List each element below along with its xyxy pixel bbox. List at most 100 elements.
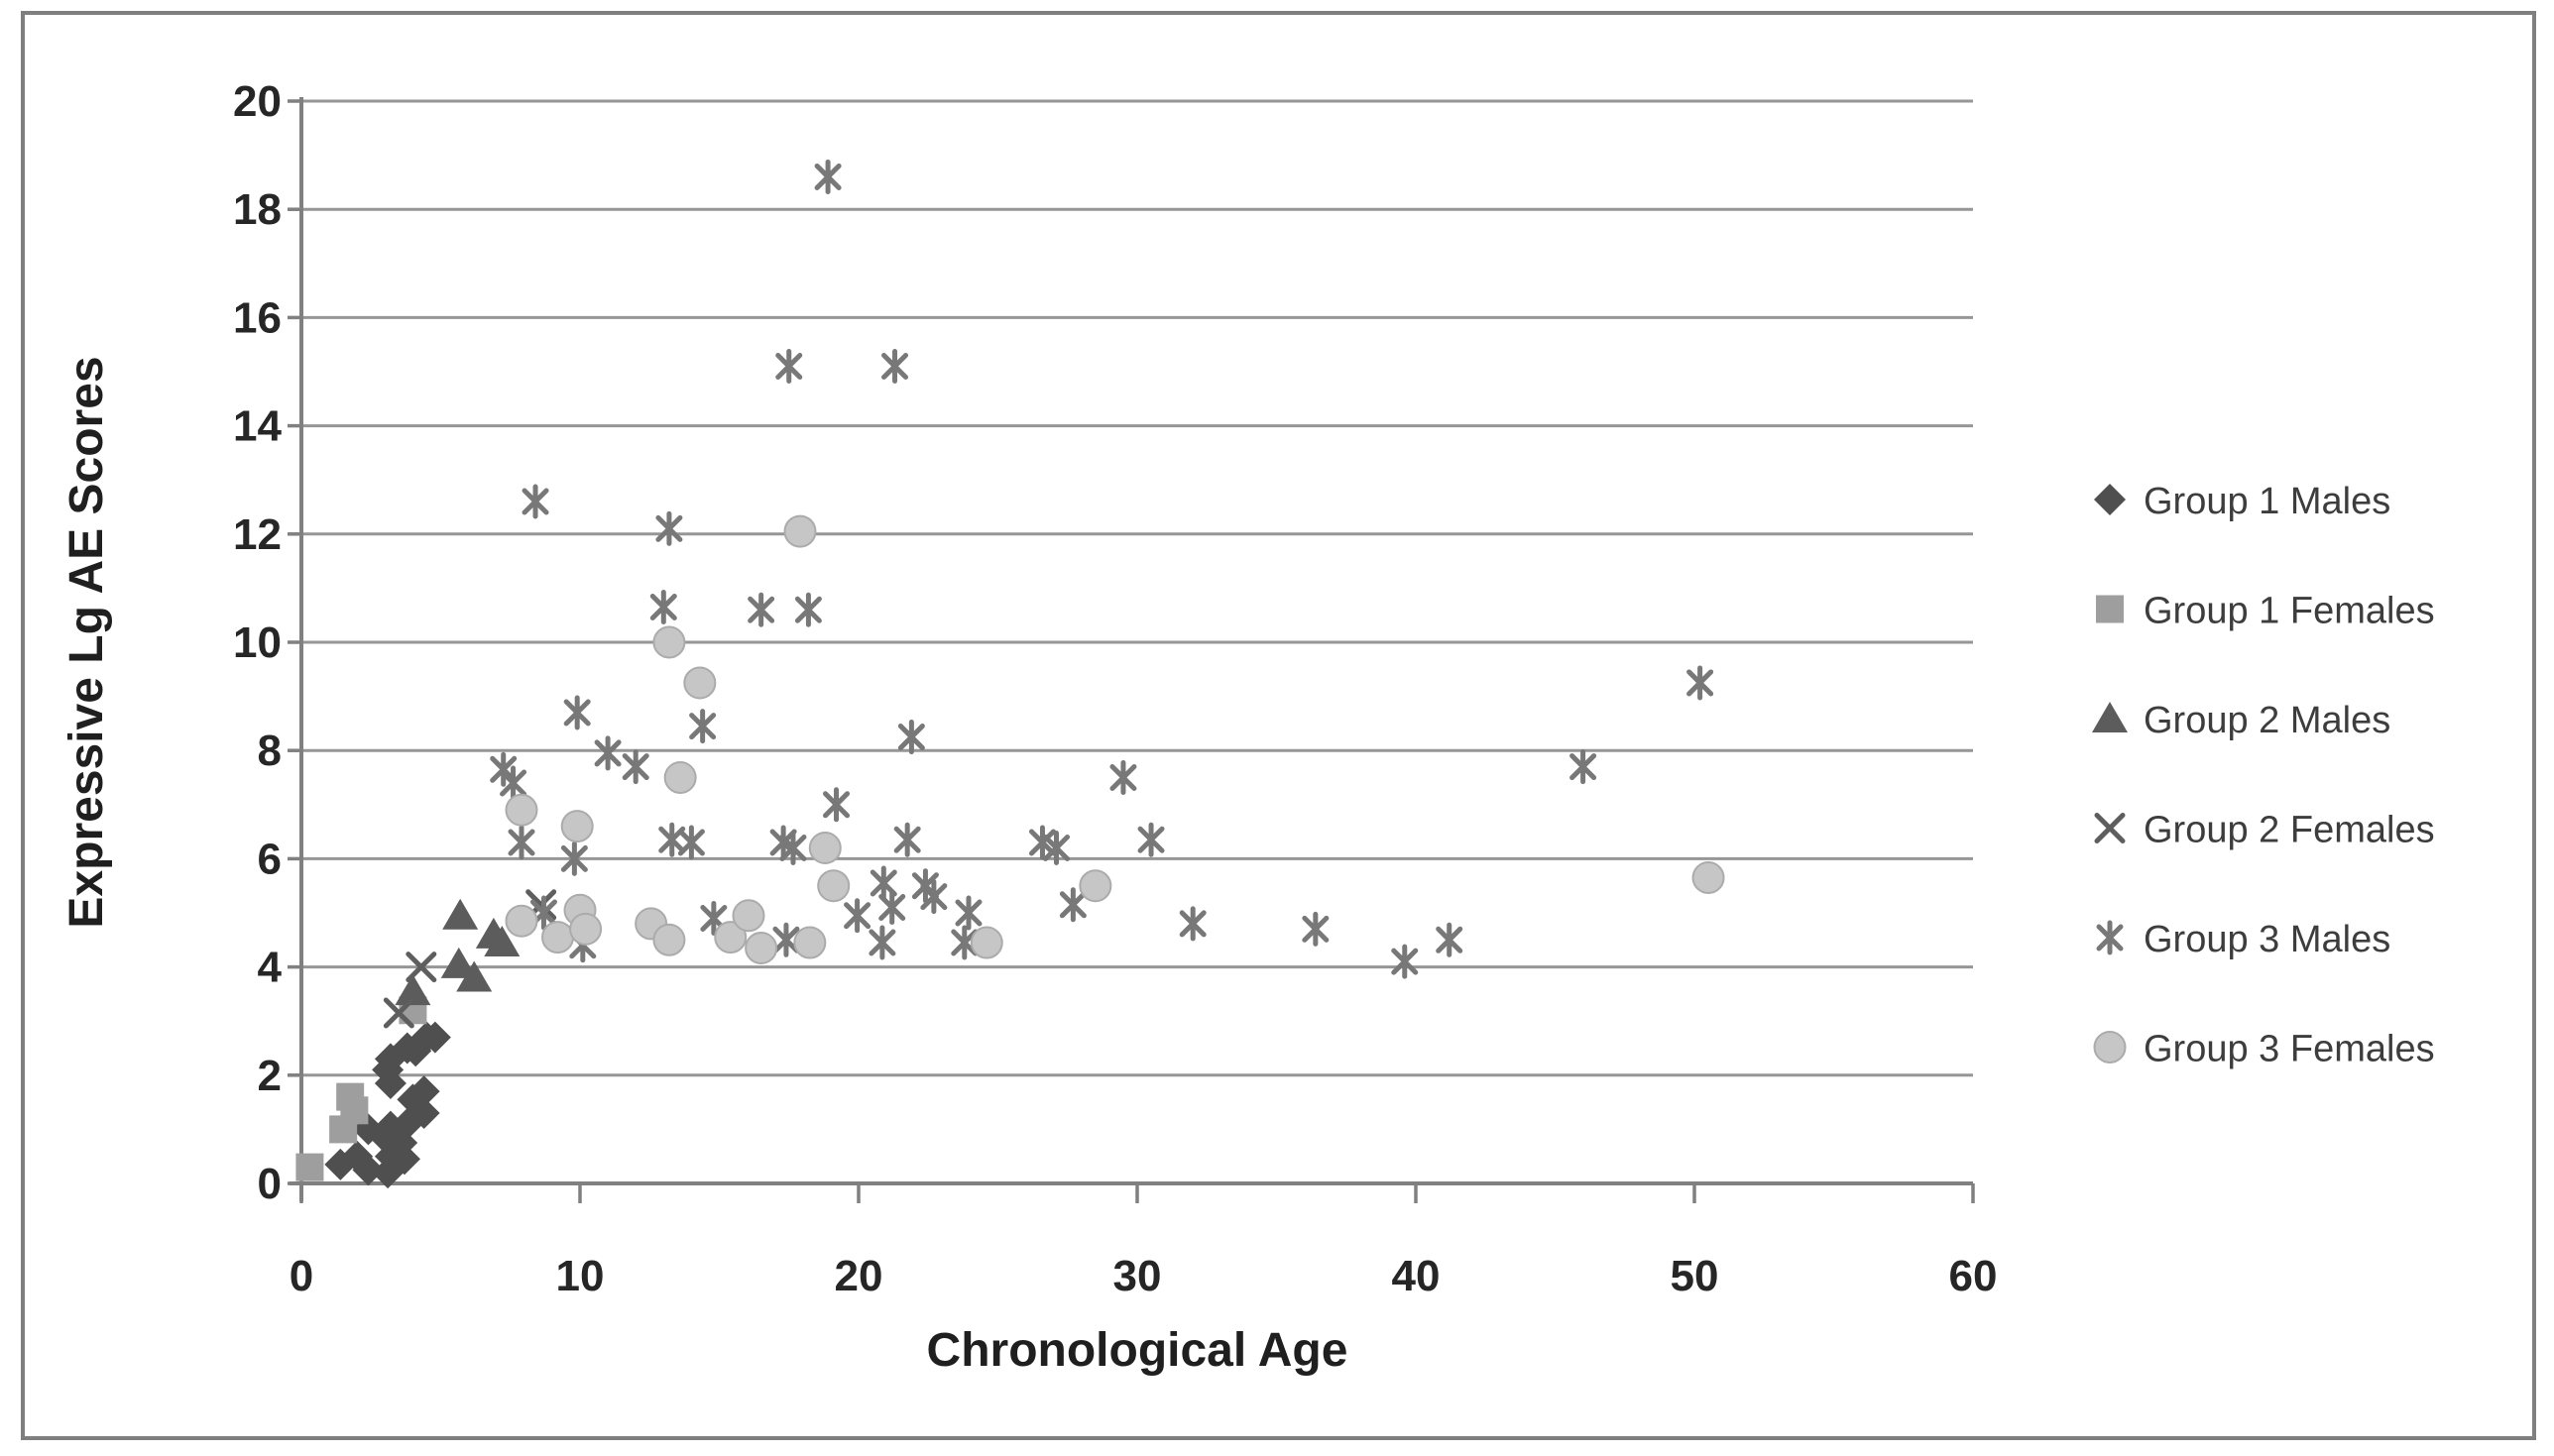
tick-marks xyxy=(288,99,1975,1203)
data-point-group-3-females xyxy=(817,869,851,903)
x-tick-label: 60 xyxy=(1949,1252,1998,1300)
y-tick-label: 10 xyxy=(233,618,282,667)
data-point-group-3-males xyxy=(500,765,527,801)
data-point-group-3-females xyxy=(783,514,817,548)
data-point-group-3-females xyxy=(652,625,686,659)
data-point-group-3-males xyxy=(1569,749,1597,785)
square-legend-marker-icon xyxy=(2096,595,2124,623)
data-point-group-3-males xyxy=(814,159,842,194)
legend-label: Group 1 Females xyxy=(2144,591,2435,632)
data-point-group-3-males xyxy=(869,925,896,960)
data-point-group-3-males xyxy=(655,510,683,546)
data-point-group-3-males xyxy=(951,925,979,960)
y-tick-label: 2 xyxy=(258,1052,282,1100)
legend: Group 1 Males Group 1 Females Group 2 Male… xyxy=(2092,481,2435,1070)
data-point-group-1-males xyxy=(407,1075,440,1108)
tick-labels: 0 10 20 30 40 50 60 0 2 4 6 8 10 12 14 16 18 20 xyxy=(233,77,1997,1300)
data-point-group-1-females xyxy=(295,1153,324,1181)
data-point-group-3-males xyxy=(955,895,983,931)
data-point-group-2-males xyxy=(456,960,493,992)
data-point-group-3-males xyxy=(1302,911,1330,947)
data-point-group-3-females xyxy=(541,921,575,954)
data-point-group-3-males xyxy=(1043,830,1071,865)
x-axis-title: Chronological Age xyxy=(927,1324,1348,1377)
data-point-group-3-males xyxy=(689,709,717,744)
data-point-group-3-females xyxy=(569,912,603,946)
data-point-group-3-males xyxy=(1137,822,1165,857)
data-point-group-3-females xyxy=(505,793,538,827)
y-tick-label: 4 xyxy=(258,944,283,992)
gridlines xyxy=(301,99,1973,1077)
data-point-group-3-females xyxy=(793,926,827,959)
data-point-group-2-males xyxy=(440,947,477,978)
data-point-group-3-males xyxy=(1109,760,1137,795)
data-point-group-3-males xyxy=(844,898,871,934)
data-point-group-2-males xyxy=(484,926,521,957)
y-tick-label: 6 xyxy=(258,835,282,883)
data-point-group-1-males xyxy=(407,1097,440,1130)
data-point-group-3-males xyxy=(522,484,549,519)
data-point-group-3-males xyxy=(1179,906,1207,942)
legend-label: Group 3 Males xyxy=(2144,919,2390,960)
data-point-group-1-males xyxy=(388,1143,420,1176)
axes xyxy=(290,97,1973,1201)
data-point-group-3-males xyxy=(897,720,925,755)
data-point-group-3-males xyxy=(794,592,822,627)
data-point-group-3-males xyxy=(823,787,851,823)
data-point-group-3-males xyxy=(490,751,518,787)
data-point-group-3-females xyxy=(970,926,1003,959)
data-point-group-1-males xyxy=(418,1021,451,1054)
data-point-group-3-males xyxy=(1028,825,1056,860)
data-point-group-2-males xyxy=(395,974,431,1006)
data-point-group-3-males xyxy=(1059,887,1087,923)
legend-item-group-1-males: Group 1 Males xyxy=(2094,481,2390,522)
data-point-group-1-females xyxy=(340,1096,369,1125)
x-tick-label: 0 xyxy=(290,1252,313,1300)
x-legend-marker-icon xyxy=(2094,813,2126,843)
diamond-legend-marker-icon xyxy=(2094,484,2126,515)
y-tick-label: 18 xyxy=(233,185,282,234)
legend-item-group-2-females: Group 2 Females xyxy=(2094,810,2435,851)
data-point-group-3-females xyxy=(745,931,778,964)
data-point-group-3-females xyxy=(683,666,717,700)
data-point-group-3-females xyxy=(714,921,748,954)
data-point-group-3-females xyxy=(1691,861,1725,895)
data-point-group-3-males xyxy=(893,822,921,857)
data-point-group-3-males xyxy=(1436,922,1463,957)
legend-item-group-1-females: Group 1 Females xyxy=(2096,591,2435,632)
data-point-group-3-males xyxy=(748,592,775,627)
y-tick-label: 20 xyxy=(233,77,282,126)
data-point-group-3-females xyxy=(652,923,686,956)
data-point-group-1-males xyxy=(352,1154,385,1186)
data-point-group-2-females xyxy=(383,997,414,1029)
legend-label: Group 2 Females xyxy=(2144,810,2435,851)
y-tick-label: 12 xyxy=(233,510,282,559)
data-point-group-3-males xyxy=(920,879,948,915)
data-point-group-3-males xyxy=(772,922,800,957)
legend-item-group-3-males: Group 3 Males xyxy=(2096,919,2390,960)
x-tick-label: 30 xyxy=(1113,1252,1162,1300)
data-point-group-3-females xyxy=(560,810,594,843)
y-axis-title: Expressive Lg AE Scores xyxy=(60,356,113,928)
y-tick-label: 14 xyxy=(233,402,282,451)
legend-item-group-3-females: Group 3 Females xyxy=(2093,1029,2435,1070)
data-point-group-3-males xyxy=(563,695,591,730)
data-point-group-3-males xyxy=(594,735,622,771)
x-tick-label: 50 xyxy=(1671,1252,1719,1300)
circle-legend-marker-icon xyxy=(2093,1031,2127,1064)
data-point-group-3-females xyxy=(505,904,538,938)
data-point-group-3-males xyxy=(677,825,705,860)
data-point-group-3-males xyxy=(622,749,649,785)
data-point-group-3-females xyxy=(808,831,842,864)
data-point-group-3-males xyxy=(560,840,588,876)
data-point-group-2-females xyxy=(406,952,437,983)
legend-label: Group 3 Females xyxy=(2144,1029,2435,1070)
data-point-group-3-females xyxy=(1079,869,1112,903)
y-tick-label: 0 xyxy=(258,1160,282,1208)
x-tick-label: 20 xyxy=(835,1252,883,1300)
data-point-group-3-males xyxy=(881,349,909,385)
data-point-group-3-males xyxy=(649,590,677,625)
legend-label: Group 1 Males xyxy=(2144,481,2390,522)
x-tick-label: 10 xyxy=(556,1252,605,1300)
